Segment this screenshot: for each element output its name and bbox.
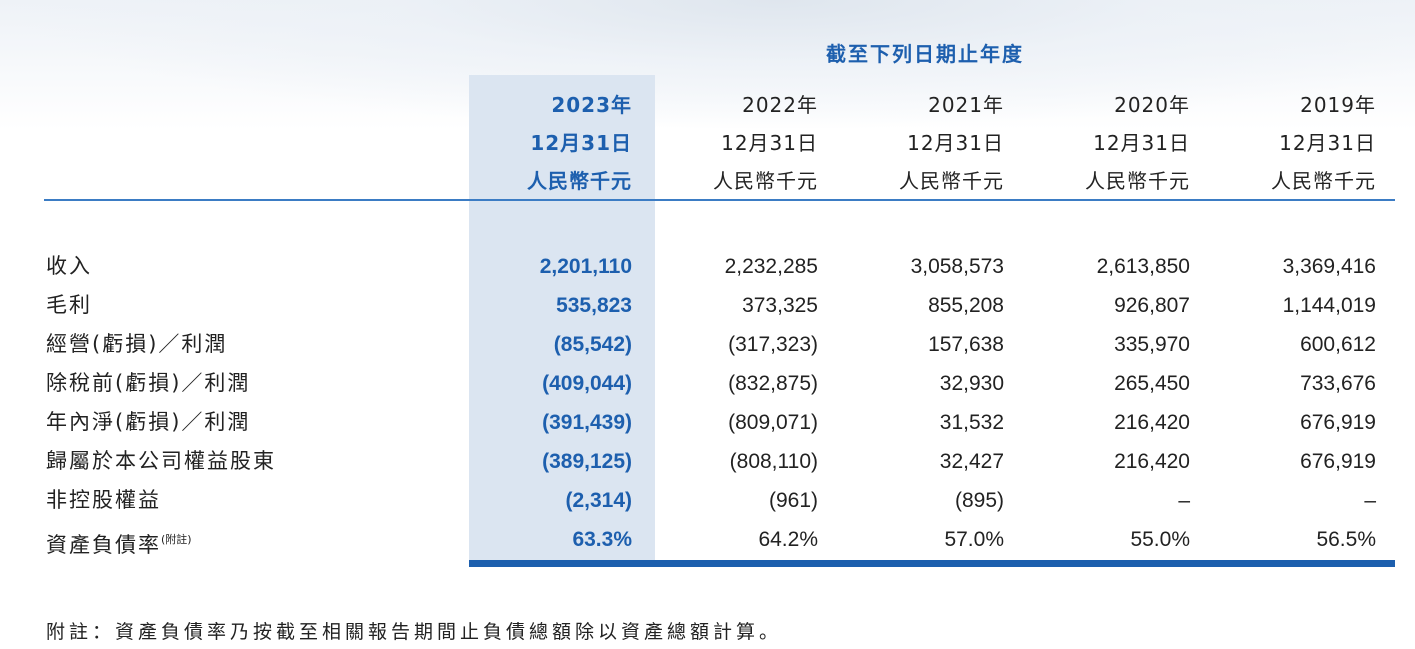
value-2023: 63.3%	[572, 528, 632, 551]
value-2019: 676,919	[1300, 411, 1376, 434]
column-header-2023: 2023年 12月31日 人民幣千元	[446, 86, 632, 200]
column-header-2022: 2022年 12月31日 人民幣千元	[632, 86, 818, 200]
value-2022: 373,325	[742, 294, 818, 317]
column-year: 2022年	[742, 93, 818, 117]
row-label: 非控股權益	[46, 488, 161, 512]
value-2023: (391,439)	[542, 411, 632, 434]
column-date: 12月31日	[1279, 131, 1376, 155]
value-2020: 265,450	[1114, 372, 1190, 395]
column-unit: 人民幣千元	[1271, 169, 1376, 193]
period-title: 截至下列日期止年度	[826, 42, 1024, 66]
value-2022: (809,071)	[728, 411, 818, 434]
row-label-text: 資產負債率	[46, 533, 161, 557]
value-2021: 32,930	[939, 372, 1004, 395]
column-date: 12月31日	[907, 131, 1004, 155]
column-year: 2023年	[551, 93, 632, 117]
value-2020: 216,420	[1114, 450, 1190, 473]
value-2023: 535,823	[556, 294, 632, 317]
value-2023: 2,201,110	[539, 255, 632, 278]
row-label: 毛利	[46, 293, 92, 317]
value-2021: 32,427	[939, 450, 1004, 473]
value-2020: –	[1178, 489, 1190, 512]
value-2020: 216,420	[1114, 411, 1190, 434]
table-bottom-rule	[469, 560, 1395, 567]
note-mark: (附註)	[161, 533, 192, 546]
value-2023: (2,314)	[565, 489, 632, 512]
table-row-net-result: 年內淨(虧損)／利潤 (391,439) (809,071) 31,532 21…	[0, 403, 1415, 442]
value-2022: 2,232,285	[724, 255, 818, 278]
footnote: 附註：資產負債率乃按截至相關報告期間止負債總額除以資產總額計算。	[46, 621, 783, 643]
column-unit: 人民幣千元	[527, 169, 632, 193]
value-2023: (389,125)	[542, 450, 632, 473]
table-row-pretax-result: 除稅前(虧損)／利潤 (409,044) (832,875) 32,930 26…	[0, 364, 1415, 403]
value-2021: 157,638	[928, 333, 1004, 356]
column-header-2019: 2019年 12月31日 人民幣千元	[1190, 86, 1376, 200]
value-2020: 335,970	[1114, 333, 1190, 356]
value-2021: 57.0%	[944, 528, 1004, 551]
column-unit: 人民幣千元	[713, 169, 818, 193]
row-label: 歸屬於本公司權益股東	[46, 449, 276, 473]
column-unit: 人民幣千元	[899, 169, 1004, 193]
value-2021: 855,208	[928, 294, 1004, 317]
table-row-revenue: 收入 2,201,110 2,232,285 3,058,573 2,613,8…	[0, 247, 1415, 286]
current-year-highlight	[469, 75, 655, 560]
value-2021: (895)	[954, 489, 1004, 512]
value-2019: 56.5%	[1316, 528, 1376, 551]
column-year: 2020年	[1114, 93, 1190, 117]
value-2019: 600,612	[1300, 333, 1376, 356]
table-row-operating-result: 經營(虧損)／利潤 (85,542) (317,323) 157,638 335…	[0, 325, 1415, 364]
table-row-gross-profit: 毛利 535,823 373,325 855,208 926,807 1,144…	[0, 286, 1415, 325]
column-date: 12月31日	[530, 131, 632, 155]
value-2019: 1,144,019	[1282, 294, 1376, 317]
row-label: 經營(虧損)／利潤	[46, 332, 228, 356]
value-2019: 733,676	[1300, 372, 1376, 395]
value-2023: (409,044)	[542, 372, 632, 395]
value-2022: (832,875)	[728, 372, 818, 395]
value-2020: 926,807	[1114, 294, 1190, 317]
column-year: 2019年	[1300, 93, 1376, 117]
column-date: 12月31日	[721, 131, 818, 155]
value-2022: 64.2%	[758, 528, 818, 551]
value-2022: (808,110)	[729, 450, 818, 473]
column-header-2021: 2021年 12月31日 人民幣千元	[818, 86, 1004, 200]
row-label: 收入	[46, 254, 92, 278]
value-2021: 31,532	[939, 411, 1004, 434]
value-2020: 2,613,850	[1096, 255, 1190, 278]
value-2020: 55.0%	[1130, 528, 1190, 551]
value-2023: (85,542)	[553, 333, 632, 356]
value-2019: –	[1364, 489, 1376, 512]
table-row-non-controlling: 非控股權益 (2,314) (961) (895) – –	[0, 481, 1415, 520]
column-year: 2021年	[928, 93, 1004, 117]
value-2021: 3,058,573	[910, 255, 1004, 278]
row-label: 除稅前(虧損)／利潤	[46, 371, 251, 395]
header-divider	[44, 199, 1395, 201]
table-row-equity-holders: 歸屬於本公司權益股東 (389,125) (808,110) 32,427 21…	[0, 442, 1415, 481]
column-date: 12月31日	[1093, 131, 1190, 155]
column-header-2020: 2020年 12月31日 人民幣千元	[1004, 86, 1190, 200]
value-2022: (961)	[768, 489, 818, 512]
value-2019: 676,919	[1300, 450, 1376, 473]
table-row-gearing-ratio: 資產負債率(附註) 63.3% 64.2% 57.0% 55.0% 56.5%	[0, 520, 1415, 559]
column-unit: 人民幣千元	[1085, 169, 1190, 193]
row-label: 資產負債率(附註)	[46, 520, 192, 565]
row-label: 年內淨(虧損)／利潤	[46, 410, 251, 434]
value-2019: 3,369,416	[1282, 255, 1376, 278]
value-2022: (317,323)	[728, 333, 818, 356]
